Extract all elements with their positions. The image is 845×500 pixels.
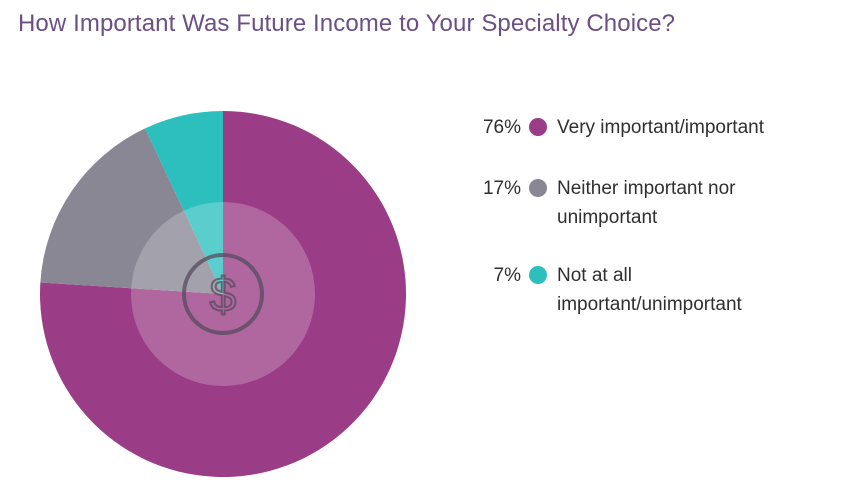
legend-label: Not at all important/unimportant: [557, 265, 742, 315]
pie-slices: [39, 111, 406, 477]
legend-swatch: [529, 179, 547, 197]
center-highlight-circle: [131, 202, 315, 386]
legend-label: Very important/important: [557, 117, 764, 138]
pie-slice-1: [39, 111, 406, 477]
legend-swatch: [529, 266, 547, 284]
pie-slice-3: [145, 111, 223, 294]
legend-value: 76%: [482, 117, 521, 138]
dollar-icon: $: [182, 253, 264, 335]
legend-item-neither: 17% Neither important nor unimportant: [475, 174, 782, 232]
chart-title: How Important Was Future Income to Your …: [18, 10, 676, 37]
legend-item-not-at-all: 7% Not at all important/unimportant: [475, 261, 782, 319]
legend-item-very-important: 76% Very important/important: [475, 113, 782, 142]
legend-value: 7%: [493, 265, 521, 286]
legend-value: 17%: [482, 178, 521, 199]
svg-text:$: $: [210, 269, 237, 322]
legend-swatch: [529, 118, 547, 136]
legend-label: Neither important nor unimportant: [557, 178, 736, 228]
pie-slice-2: [40, 128, 223, 294]
